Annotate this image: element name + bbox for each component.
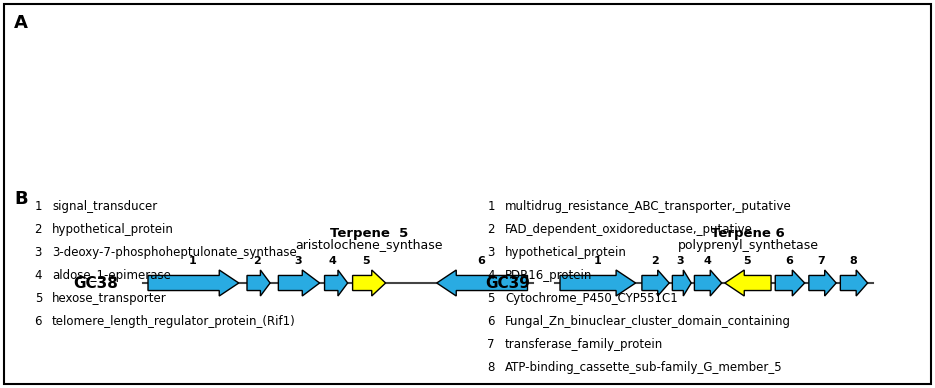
Text: 5: 5 [488, 292, 495, 305]
Text: GC38: GC38 [73, 275, 118, 291]
FancyArrow shape [775, 270, 805, 296]
Text: transferase_family_protein: transferase_family_protein [505, 338, 663, 351]
FancyArrow shape [841, 270, 868, 296]
Text: 1: 1 [35, 200, 42, 213]
Text: telomere_length_regulator_protein_(Rif1): telomere_length_regulator_protein_(Rif1) [52, 315, 295, 328]
FancyArrow shape [725, 270, 771, 296]
Text: signal_transducer: signal_transducer [52, 200, 157, 213]
Text: hexose_transporter: hexose_transporter [52, 292, 166, 305]
Text: 2: 2 [651, 256, 658, 266]
Text: 5: 5 [743, 256, 751, 266]
Text: Terpene  5: Terpene 5 [330, 227, 409, 240]
FancyArrow shape [279, 270, 320, 296]
Text: Terpene 6: Terpene 6 [712, 227, 784, 240]
Text: 8: 8 [488, 361, 495, 374]
Text: 3: 3 [35, 246, 42, 259]
Text: aldose_1-epimerase: aldose_1-epimerase [52, 269, 171, 282]
FancyArrow shape [437, 270, 527, 296]
Text: 1: 1 [487, 200, 495, 213]
Text: Fungal_Zn_binuclear_cluster_domain_containing: Fungal_Zn_binuclear_cluster_domain_conta… [505, 315, 791, 328]
Text: hypothetical_protein: hypothetical_protein [52, 223, 174, 236]
FancyArrow shape [809, 270, 836, 296]
Text: aristolochene_synthase: aristolochene_synthase [295, 239, 443, 252]
FancyArrow shape [560, 270, 636, 296]
Text: Cytochrome_P450_CYP551C1: Cytochrome_P450_CYP551C1 [505, 292, 678, 305]
Text: 4: 4 [35, 269, 42, 282]
Text: 5: 5 [35, 292, 42, 305]
Text: polyprenyl_synthetase: polyprenyl_synthetase [678, 239, 818, 252]
Text: 4: 4 [703, 256, 711, 266]
FancyArrow shape [247, 270, 270, 296]
Text: 5: 5 [362, 256, 369, 266]
FancyArrow shape [672, 270, 691, 296]
FancyArrow shape [352, 270, 385, 296]
Text: GC39: GC39 [485, 275, 530, 291]
Text: 3: 3 [676, 256, 683, 266]
Text: 7: 7 [487, 338, 495, 351]
Text: 6: 6 [487, 315, 495, 328]
Text: B: B [14, 190, 28, 208]
Text: 2: 2 [35, 223, 42, 236]
FancyArrow shape [148, 270, 238, 296]
Text: hypothetical_protein: hypothetical_protein [505, 246, 626, 259]
Text: 3-deoxy-7-phosphoheptulonate_synthase: 3-deoxy-7-phosphoheptulonate_synthase [52, 246, 296, 259]
FancyArrow shape [695, 270, 722, 296]
Text: 6: 6 [478, 256, 485, 266]
Text: multidrug_resistance_ABC_transporter,_putative: multidrug_resistance_ABC_transporter,_pu… [505, 200, 792, 213]
Text: 3: 3 [488, 246, 495, 259]
Text: A: A [14, 14, 28, 32]
Text: PDR16_protein: PDR16_protein [505, 269, 593, 282]
Text: 2: 2 [253, 256, 261, 266]
Text: 6: 6 [35, 315, 42, 328]
Text: 4: 4 [329, 256, 337, 266]
FancyArrow shape [642, 270, 669, 296]
Text: 8: 8 [849, 256, 856, 266]
Text: 1: 1 [594, 256, 602, 266]
Text: 3: 3 [295, 256, 302, 266]
Text: 6: 6 [785, 256, 793, 266]
FancyArrow shape [324, 270, 348, 296]
Text: 7: 7 [817, 256, 826, 266]
Text: 2: 2 [487, 223, 495, 236]
Text: 4: 4 [487, 269, 495, 282]
Text: 1: 1 [189, 256, 196, 266]
Text: ATP-binding_cassette_sub-family_G_member_5: ATP-binding_cassette_sub-family_G_member… [505, 361, 783, 374]
Text: FAD_dependent_oxidoreductase,_putative: FAD_dependent_oxidoreductase,_putative [505, 223, 753, 236]
